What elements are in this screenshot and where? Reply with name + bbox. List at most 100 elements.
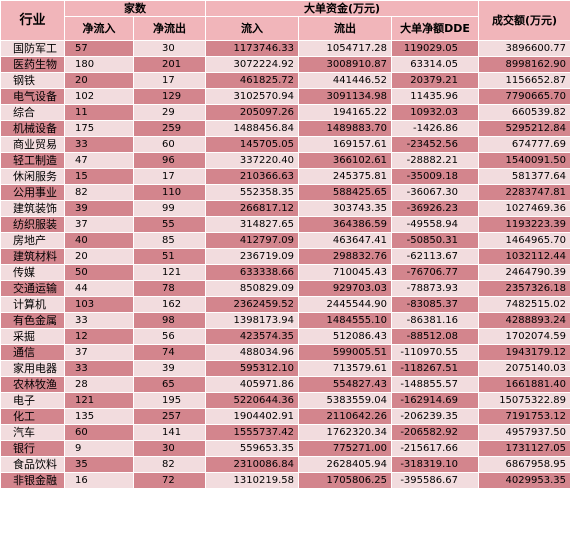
- net-dde-cell: -62113.67: [391, 248, 479, 265]
- net-dde-cell: -35009.18: [391, 168, 479, 185]
- inflow-cell: 1555737.42: [205, 424, 299, 441]
- net-dde-cell: -318319.10: [391, 456, 479, 473]
- table-row: 商业贸易 33 60 145705.05 169157.61 -23452.56 67477…: [0, 136, 571, 153]
- net-in-count-cell: 16: [64, 472, 134, 489]
- industry-cell: 综合: [0, 104, 65, 121]
- outflow-cell: 1054717.28: [298, 40, 392, 57]
- net-out-count-cell: 72: [133, 472, 206, 489]
- net-out-count-cell: 141: [133, 424, 206, 441]
- turnover-cell: 1156652.87: [478, 72, 571, 89]
- net-dde-cell: -162914.69: [391, 392, 479, 409]
- outflow-cell: 1762320.34: [298, 424, 392, 441]
- turnover-cell: 6867958.95: [478, 456, 571, 473]
- net-in-count-cell: 44: [64, 280, 134, 297]
- header-net-in-count: 净流入: [64, 16, 134, 41]
- industry-cell: 电气设备: [0, 88, 65, 105]
- outflow-cell: 713579.61: [298, 360, 392, 377]
- inflow-cell: 337220.40: [205, 152, 299, 169]
- net-out-count-cell: 82: [133, 456, 206, 473]
- turnover-cell: 7191753.12: [478, 408, 571, 425]
- table-row: 交通运输 44 78 850829.09 929703.03 -78873.93 23573…: [0, 280, 571, 297]
- industry-cell: 汽车: [0, 424, 65, 441]
- net-dde-cell: -88512.08: [391, 328, 479, 345]
- net-out-count-cell: 162: [133, 296, 206, 313]
- header-big-order-group: 大单资金(万元): [205, 0, 479, 17]
- net-dde-cell: -76706.77: [391, 264, 479, 281]
- net-out-count-cell: 121: [133, 264, 206, 281]
- table-row: 采掘 12 56 423574.35 512086.43 -88512.08 1702074…: [0, 328, 571, 345]
- inflow-cell: 266817.12: [205, 200, 299, 217]
- header-count-group: 家数: [64, 0, 206, 17]
- net-dde-cell: -36067.30: [391, 184, 479, 201]
- net-dde-cell: -206582.92: [391, 424, 479, 441]
- table-row: 通信 37 74 488034.96 599005.51 -110970.55 194317…: [0, 344, 571, 361]
- industry-cell: 农林牧渔: [0, 376, 65, 393]
- net-out-count-cell: 60: [133, 136, 206, 153]
- inflow-cell: 595312.10: [205, 360, 299, 377]
- industry-cell: 交通运输: [0, 280, 65, 297]
- table-row: 医药生物 180 201 3072224.92 3008910.87 63314.05 89…: [0, 56, 571, 73]
- net-dde-cell: -110970.55: [391, 344, 479, 361]
- table-row: 计算机 103 162 2362459.52 2445544.90 -83085.37 74…: [0, 296, 571, 313]
- net-out-count-cell: 99: [133, 200, 206, 217]
- net-out-count-cell: 78: [133, 280, 206, 297]
- net-out-count-cell: 257: [133, 408, 206, 425]
- header-net-out-count: 净流出: [133, 16, 206, 41]
- inflow-cell: 205097.26: [205, 104, 299, 121]
- inflow-cell: 145705.05: [205, 136, 299, 153]
- fund-flow-table: 行业 家数 大单资金(万元) 成交额(万元) 净流入 净流出 流入 流出 大单净…: [0, 0, 571, 489]
- net-in-count-cell: 103: [64, 296, 134, 313]
- table-row: 有色金属 33 98 1398173.94 1484555.10 -86381.16 428…: [0, 312, 571, 329]
- industry-cell: 传媒: [0, 264, 65, 281]
- turnover-cell: 7790665.70: [478, 88, 571, 105]
- outflow-cell: 298832.76: [298, 248, 392, 265]
- inflow-cell: 1398173.94: [205, 312, 299, 329]
- inflow-cell: 412797.09: [205, 232, 299, 249]
- net-dde-cell: 20379.21: [391, 72, 479, 89]
- net-dde-cell: -86381.16: [391, 312, 479, 329]
- inflow-cell: 461825.72: [205, 72, 299, 89]
- net-dde-cell: 11435.96: [391, 88, 479, 105]
- turnover-cell: 7482515.02: [478, 296, 571, 313]
- net-out-count-cell: 29: [133, 104, 206, 121]
- outflow-cell: 245375.81: [298, 168, 392, 185]
- net-in-count-cell: 20: [64, 248, 134, 265]
- turnover-cell: 1540091.50: [478, 152, 571, 169]
- net-in-count-cell: 60: [64, 424, 134, 441]
- turnover-cell: 3896600.77: [478, 40, 571, 57]
- net-in-count-cell: 39: [64, 200, 134, 217]
- table-row: 食品饮料 35 82 2310086.84 2628405.94 -318319.10 68…: [0, 456, 571, 473]
- inflow-cell: 552358.35: [205, 184, 299, 201]
- net-in-count-cell: 50: [64, 264, 134, 281]
- outflow-cell: 588425.65: [298, 184, 392, 201]
- net-in-count-cell: 37: [64, 344, 134, 361]
- turnover-cell: 2075140.03: [478, 360, 571, 377]
- table-row: 纺织服装 37 55 314827.65 364386.59 -49558.94 11932…: [0, 216, 571, 233]
- net-out-count-cell: 74: [133, 344, 206, 361]
- net-in-count-cell: 20: [64, 72, 134, 89]
- net-in-count-cell: 82: [64, 184, 134, 201]
- inflow-cell: 3072224.92: [205, 56, 299, 73]
- net-in-count-cell: 57: [64, 40, 134, 57]
- net-out-count-cell: 65: [133, 376, 206, 393]
- outflow-cell: 2110642.26: [298, 408, 392, 425]
- inflow-cell: 1310219.58: [205, 472, 299, 489]
- net-dde-cell: -148855.57: [391, 376, 479, 393]
- industry-cell: 商业贸易: [0, 136, 65, 153]
- inflow-cell: 1904402.91: [205, 408, 299, 425]
- net-dde-cell: 63314.05: [391, 56, 479, 73]
- net-in-count-cell: 15: [64, 168, 134, 185]
- inflow-cell: 488034.96: [205, 344, 299, 361]
- industry-cell: 机械设备: [0, 120, 65, 137]
- net-out-count-cell: 51: [133, 248, 206, 265]
- industry-cell: 国防军工: [0, 40, 65, 57]
- table-row: 钢铁 20 17 461825.72 441446.52 20379.21 1156652.…: [0, 72, 571, 89]
- header-outflow: 流出: [298, 16, 392, 41]
- industry-cell: 非银金融: [0, 472, 65, 489]
- turnover-cell: 2283747.81: [478, 184, 571, 201]
- industry-cell: 化工: [0, 408, 65, 425]
- net-dde-cell: 119029.05: [391, 40, 479, 57]
- net-dde-cell: -118267.51: [391, 360, 479, 377]
- outflow-cell: 775271.00: [298, 440, 392, 457]
- net-dde-cell: 10932.03: [391, 104, 479, 121]
